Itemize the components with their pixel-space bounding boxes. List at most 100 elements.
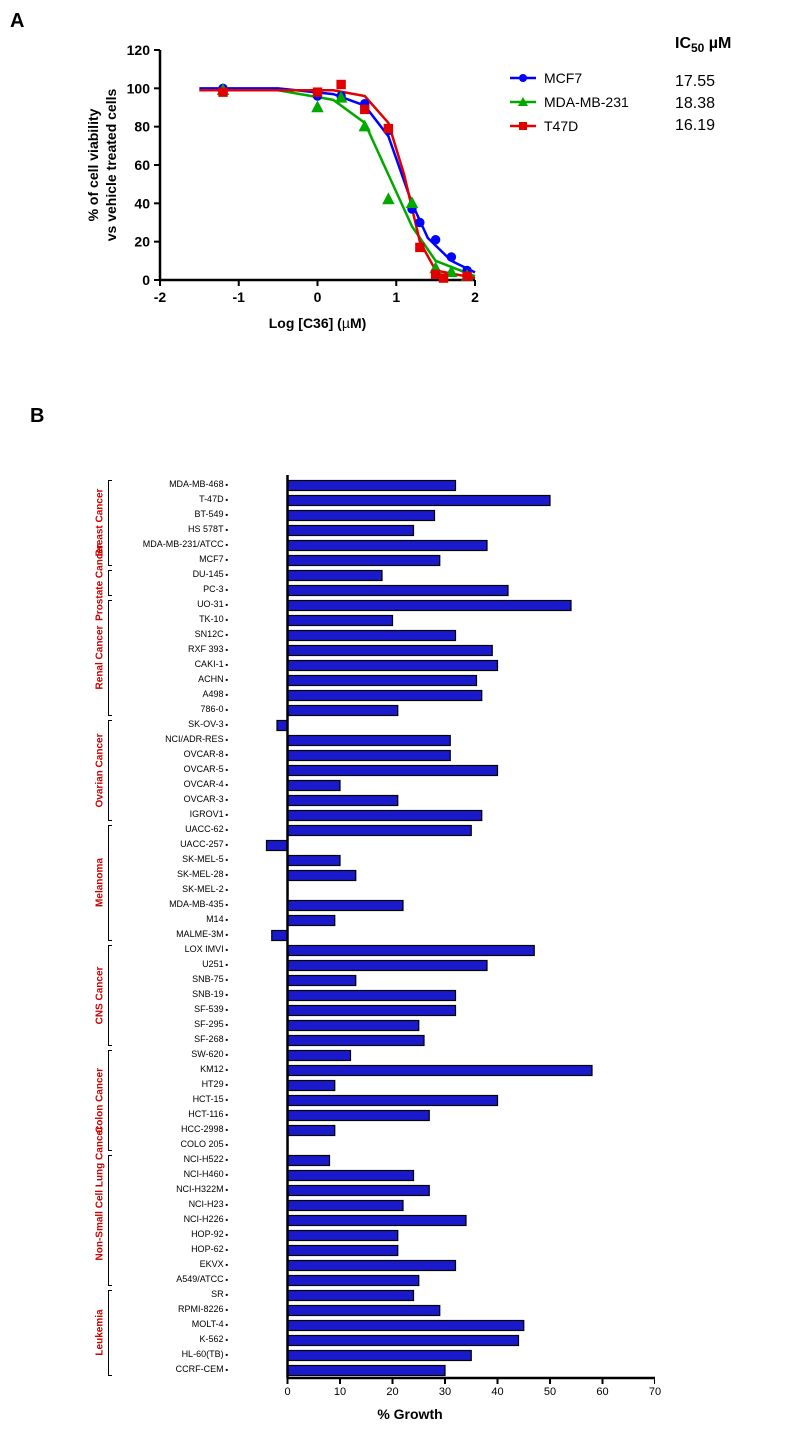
- panel-b-label: B: [30, 405, 44, 428]
- legend-marker-icon: [510, 71, 536, 85]
- cell-line-label: COLO 205: [130, 1140, 228, 1149]
- group-bracket: [108, 720, 112, 821]
- cell-line-label: SK-MEL-5: [130, 855, 228, 864]
- cell-line-label: M14: [130, 915, 228, 924]
- group-bracket: [108, 825, 112, 941]
- group-bracket: [108, 1290, 112, 1376]
- cell-line-label: NCI-H460: [130, 1170, 228, 1179]
- cell-line-label: HCT-116: [130, 1110, 228, 1119]
- figure: A -2-1012020406080100120% of cell viabil…: [0, 0, 799, 1448]
- group-bracket: [108, 1155, 112, 1286]
- cell-line-label: MOLT-4: [130, 1320, 228, 1329]
- cell-line-label: CAKI-1: [130, 660, 228, 669]
- group-bracket: [108, 600, 112, 716]
- cell-line-label: SW-620: [130, 1050, 228, 1059]
- group-label: CNS Cancer: [95, 955, 106, 1035]
- legend-marker-icon: [510, 95, 536, 109]
- x-tick-label: 50: [540, 1386, 560, 1398]
- cell-line-label: HT29: [130, 1080, 228, 1089]
- cell-line-label: NCI-H226: [130, 1215, 228, 1224]
- panel-a: -2-1012020406080100120% of cell viabilit…: [70, 30, 769, 370]
- svg-text:100: 100: [127, 80, 151, 96]
- cell-line-label: HL-60(TB): [130, 1350, 228, 1359]
- legend-item: MDA-MB-231: [510, 94, 629, 110]
- svg-text:% of cell viability: % of cell viability: [85, 108, 101, 221]
- cell-line-label: BT-549: [130, 510, 228, 519]
- cell-line-label: UACC-62: [130, 825, 228, 834]
- svg-text:60: 60: [134, 157, 150, 173]
- cell-line-label: MCF7: [130, 555, 228, 564]
- cell-line-label: RPMI-8226: [130, 1305, 228, 1314]
- cell-line-label: RXF 393: [130, 645, 228, 654]
- panel-b: MDA-MB-468T-47DBT-549HS 578TMDA-MB-231/A…: [130, 470, 690, 1428]
- group-bracket: [108, 1050, 112, 1151]
- cell-line-label: NCI/ADR-RES: [130, 735, 228, 744]
- cell-line-label: K-562: [130, 1335, 228, 1344]
- svg-text:120: 120: [127, 42, 151, 58]
- cell-line-label: A549/ATCC: [130, 1275, 228, 1284]
- panel-a-label: A: [10, 10, 24, 33]
- cell-line-label: CCRF-CEM: [130, 1365, 228, 1374]
- cell-line-label: ACHN: [130, 675, 228, 684]
- svg-text:vs vehicle treated cells: vs vehicle treated cells: [103, 89, 119, 242]
- cell-line-label: UACC-257: [130, 840, 228, 849]
- group-label: Non-Small Cell Lung Cancer: [95, 1180, 106, 1260]
- cell-line-label: EKVX: [130, 1260, 228, 1269]
- cell-line-label: IGROV1: [130, 810, 228, 819]
- cell-line-label: U251: [130, 960, 228, 969]
- ic50-block: IC50 µM 17.55 18.38 16.19: [675, 35, 731, 139]
- cell-line-label: SNB-75: [130, 975, 228, 984]
- cell-line-label: NCI-H23: [130, 1200, 228, 1209]
- svg-text:20: 20: [134, 234, 150, 250]
- x-tick-label: 10: [330, 1386, 350, 1398]
- x-tick-label: 0: [278, 1386, 298, 1398]
- legend-label: MCF7: [544, 70, 582, 86]
- cell-line-label: PC-3: [130, 585, 228, 594]
- x-axis-label: % Growth: [130, 1406, 690, 1422]
- svg-text:40: 40: [134, 195, 150, 211]
- cell-line-label: TK-10: [130, 615, 228, 624]
- svg-text:80: 80: [134, 119, 150, 135]
- panel-a-chart: -2-1012020406080100120% of cell viabilit…: [70, 30, 490, 350]
- cell-line-label: NCI-H322M: [130, 1185, 228, 1194]
- legend-item: T47D: [510, 118, 629, 134]
- cell-line-label: KM12: [130, 1065, 228, 1074]
- cell-line-label: HS 578T: [130, 525, 228, 534]
- group-label: Melanoma: [95, 843, 106, 923]
- cell-line-label: HOP-62: [130, 1245, 228, 1254]
- cell-line-label: SR: [130, 1290, 228, 1299]
- cell-line-label: SK-MEL-28: [130, 870, 228, 879]
- cell-line-label: OVCAR-4: [130, 780, 228, 789]
- x-tick-label: 30: [435, 1386, 455, 1398]
- legend-label: T47D: [544, 118, 578, 134]
- x-tick-label: 40: [488, 1386, 508, 1398]
- cell-line-label: SK-OV-3: [130, 720, 228, 729]
- cell-line-label: HOP-92: [130, 1230, 228, 1239]
- cell-line-label: SNB-19: [130, 990, 228, 999]
- svg-text:-1: -1: [233, 289, 246, 305]
- group-bracket: [108, 480, 112, 566]
- ic50-value: 17.55: [675, 73, 731, 91]
- cell-line-label: HCT-15: [130, 1095, 228, 1104]
- cell-line-label: SF-268: [130, 1035, 228, 1044]
- cell-line-label: MDA-MB-231/ATCC: [130, 540, 228, 549]
- svg-text:0: 0: [314, 289, 322, 305]
- cell-line-label: OVCAR-3: [130, 795, 228, 804]
- ic50-value: 16.19: [675, 117, 731, 135]
- cell-line-label: 786-0: [130, 705, 228, 714]
- cell-line-label: DU-145: [130, 570, 228, 579]
- cell-line-label: LOX IMVI: [130, 945, 228, 954]
- cell-line-label: T-47D: [130, 495, 228, 504]
- cell-line-label: MDA-MB-435: [130, 900, 228, 909]
- cell-line-label: OVCAR-8: [130, 750, 228, 759]
- x-tick-label: 20: [383, 1386, 403, 1398]
- cell-line-label: NCI-H522: [130, 1155, 228, 1164]
- x-tick-label: 70: [645, 1386, 665, 1398]
- group-label: Leukemia: [95, 1293, 106, 1373]
- x-tick-label: 60: [593, 1386, 613, 1398]
- ic50-header: IC50 µM: [675, 35, 731, 55]
- cell-line-label: A498: [130, 690, 228, 699]
- cell-line-label: UO-31: [130, 600, 228, 609]
- cell-line-label: MALME-3M: [130, 930, 228, 939]
- group-label: Ovarian Cancer: [95, 730, 106, 810]
